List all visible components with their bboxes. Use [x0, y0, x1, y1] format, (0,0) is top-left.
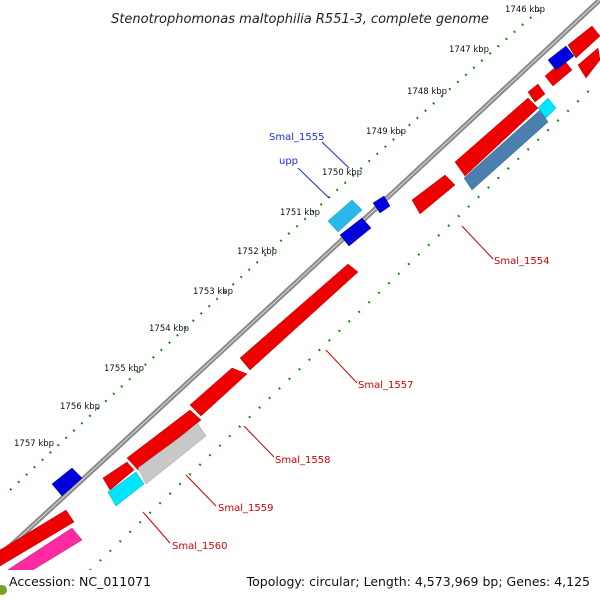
gene-smal-1554a[interactable]	[411, 174, 456, 215]
tick-label-1754: 1754 kbp	[149, 324, 189, 334]
gene-feature[interactable]	[102, 461, 135, 491]
tick-label-1753: 1753 kbp	[193, 287, 233, 297]
gene-label-smal-1560[interactable]: Smal_1560	[172, 541, 227, 552]
gene-cyan-small[interactable]	[537, 97, 557, 119]
gene-label-smal-1558[interactable]: Smal_1558	[275, 455, 330, 466]
gene-smal-1559[interactable]	[137, 423, 207, 485]
reverse-strand-genes	[51, 45, 575, 497]
gene-smal-1557[interactable]	[239, 263, 359, 371]
accession-text: Accession: NC_011071	[9, 574, 151, 589]
footer-bar	[0, 570, 600, 600]
topology-text: Topology: circular; Length: 4,573,969 bp…	[246, 574, 590, 589]
tick-label-1750: 1750 kbp	[322, 168, 362, 178]
gene-smal-1555[interactable]	[339, 217, 372, 247]
gene-smal-1558[interactable]	[126, 409, 202, 471]
gene-reverse[interactable]	[372, 195, 391, 214]
gene-label-upp[interactable]: upp	[279, 156, 298, 167]
gene-label-smal-1559[interactable]: Smal_1559	[218, 503, 273, 514]
gene-feature[interactable]	[577, 47, 600, 79]
forward-strand-genes	[0, 25, 600, 567]
gene-reverse[interactable]	[547, 45, 575, 71]
gene-feature[interactable]	[567, 25, 600, 59]
tick-label-1752: 1752 kbp	[237, 247, 277, 257]
gene-label-smal-1554[interactable]: Smal_1554	[494, 256, 549, 267]
gene-smal-1557a[interactable]	[189, 367, 248, 417]
gene-label-smal-1555[interactable]: Smal_1555	[269, 132, 324, 143]
map-title: Stenotrophomonas maltophilia R551-3, com…	[111, 12, 489, 27]
gene-smal-1561[interactable]	[0, 509, 75, 567]
tick-label-1747: 1747 kbp	[449, 45, 489, 55]
tick-labels: 1746 kbp 1747 kbp 1748 kbp 1749 kbp 1750…	[14, 5, 545, 449]
gene-labels: Smal_1555 upp Smal_1554 Smal_1557 Smal_1…	[172, 132, 549, 552]
tick-label-1756: 1756 kbp	[60, 402, 100, 412]
gene-feature[interactable]	[527, 83, 546, 103]
tick-label-1751: 1751 kbp	[280, 208, 320, 218]
outer-tick-ring	[9, 4, 546, 491]
tick-label-1749: 1749 kbp	[366, 127, 406, 137]
gene-label-smal-1557[interactable]: Smal_1557	[358, 380, 413, 391]
gene-reverse[interactable]	[51, 467, 83, 497]
green-marker-icon	[0, 585, 7, 595]
genome-backbone-highlight	[0, 0, 600, 557]
label-leader-lines	[142, 141, 494, 544]
tick-label-1746: 1746 kbp	[505, 5, 545, 15]
gene-smal-1560[interactable]	[107, 471, 145, 507]
tick-label-1755: 1755 kbp	[104, 364, 144, 374]
gene-steel-blue[interactable]	[463, 109, 549, 191]
other-features	[0, 97, 557, 591]
tick-label-1748: 1748 kbp	[407, 87, 447, 97]
gene-upp[interactable]	[327, 199, 363, 233]
tick-label-1757: 1757 kbp	[14, 439, 54, 449]
